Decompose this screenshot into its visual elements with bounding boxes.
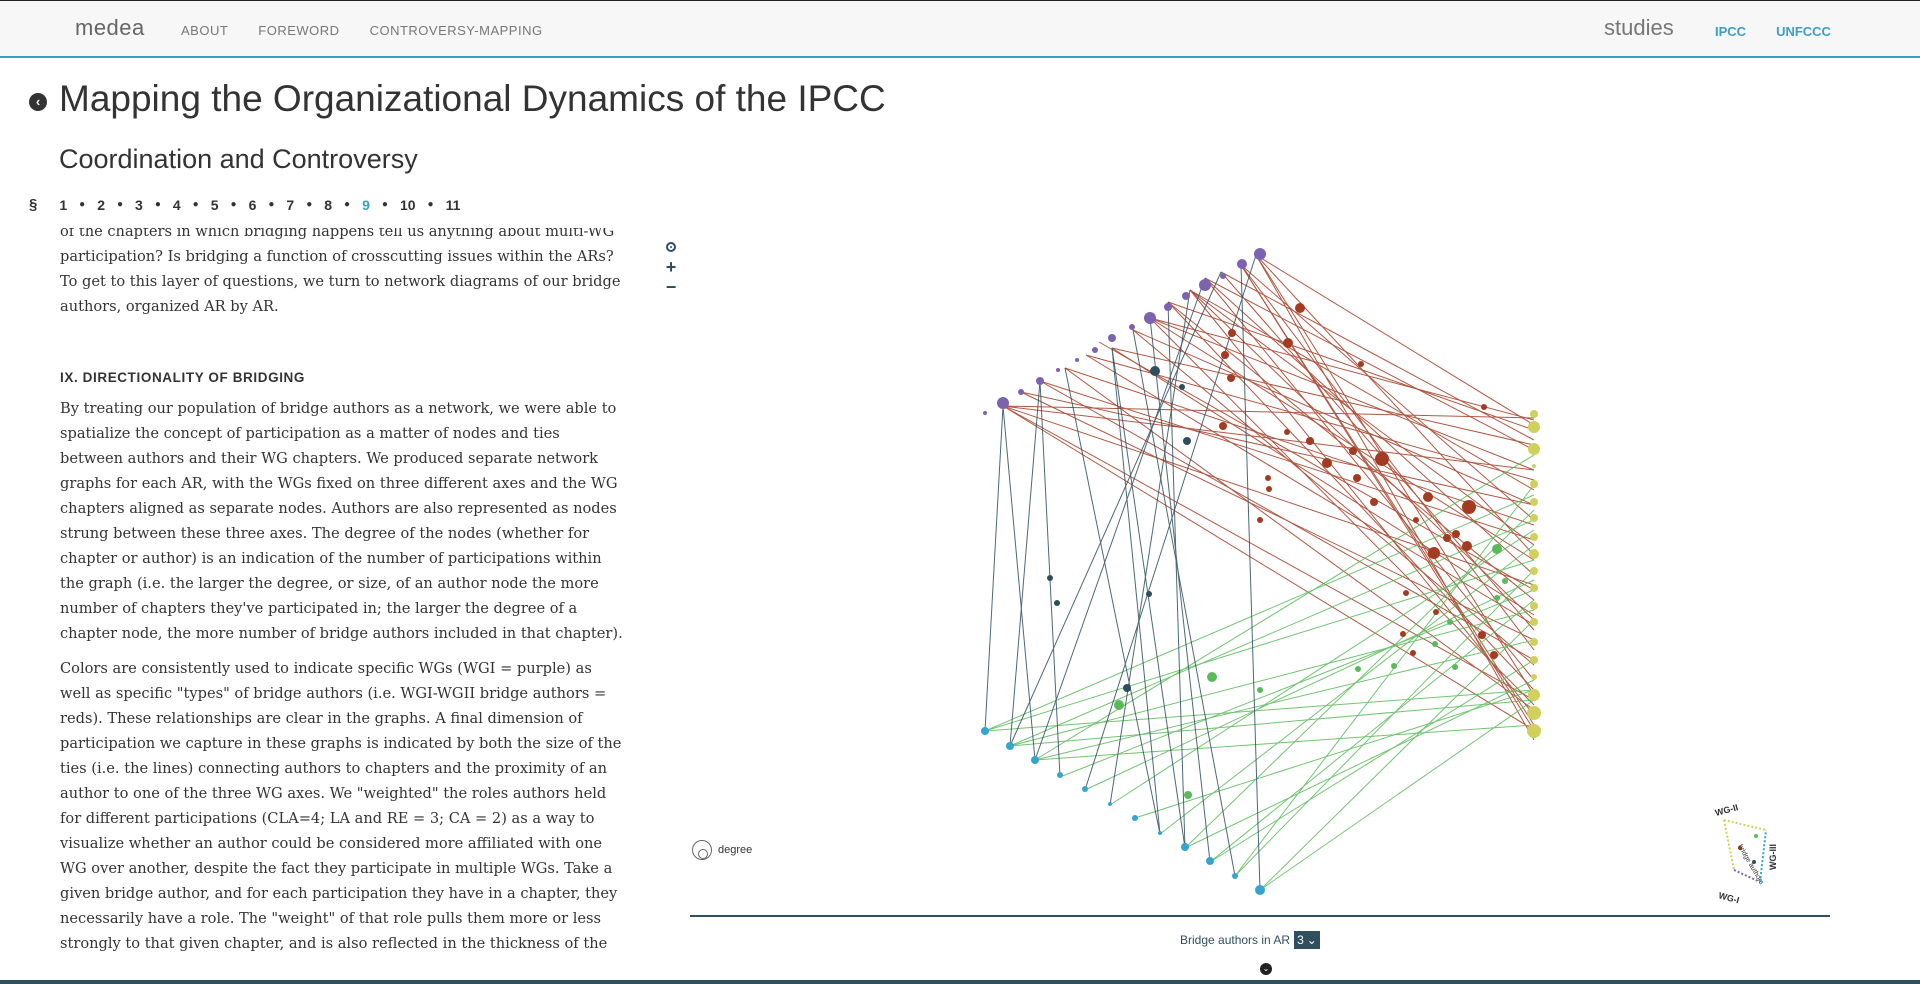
intro-paragraph: participation? Is bridging a function of… [60, 248, 621, 315]
separator-dot: ● [230, 199, 237, 210]
article-text[interactable]: of the chapters in which bridging happen… [60, 228, 625, 956]
zoom-out-button[interactable]: − [665, 277, 677, 297]
separator-dot: ● [306, 199, 313, 210]
clipped-line: of the chapters in which bridging happen… [60, 228, 615, 240]
brand-logo[interactable]: medea [75, 15, 145, 40]
axis-key-wg1: WG-I [1717, 890, 1740, 905]
edges-wg1-wg2 [1002, 254, 1535, 741]
section-link-3[interactable]: 3 [135, 196, 143, 213]
section-link-7[interactable]: 7 [286, 196, 295, 213]
nav-link-foreword[interactable]: FOREWORD [258, 23, 340, 38]
separator-dot: ● [381, 199, 388, 210]
separator-dot: ● [268, 199, 275, 210]
main-nav: ABOUT FOREWORD CONTROVERSY-MAPPING [181, 23, 543, 38]
degree-label: degree [718, 844, 753, 856]
section-link-8[interactable]: 8 [324, 196, 333, 213]
degree-circle-icon [692, 840, 712, 860]
nav-link-controversy-mapping[interactable]: CONTROVERSY-MAPPING [369, 23, 543, 38]
ar-dropdown[interactable]: 3 ⌄ [1294, 931, 1320, 949]
studies-label: studies [1604, 15, 1674, 40]
ar-dropdown-value: 3 [1297, 933, 1304, 947]
axis-key-wg3: WG-III [1768, 844, 1778, 870]
wg2-wg3-author-nodes [1114, 544, 1508, 799]
section-heading: IX. DIRECTIONALITY OF BRIDGING [60, 370, 306, 385]
chevron-down-icon: ⌄ [1306, 933, 1317, 947]
ar-selector-label: Bridge authors in AR [1180, 933, 1291, 947]
wg1-wg2-author-nodes [1219, 303, 1498, 659]
back-arrow-icon[interactable]: ‹ [29, 93, 47, 111]
section-link-2[interactable]: 2 [97, 196, 105, 213]
network-graph[interactable] [690, 230, 1570, 910]
zoom-in-button[interactable]: + [665, 257, 677, 277]
page-title: Mapping the Organizational Dynamics of t… [59, 78, 886, 119]
separator-dot: ● [79, 199, 86, 210]
separator-dot: ● [192, 199, 199, 210]
section-link-5[interactable]: 5 [210, 196, 219, 213]
top-navbar: medea ABOUT FOREWORD CONTROVERSY-MAPPING… [0, 0, 1920, 58]
wg2-chapter-nodes [1527, 410, 1541, 738]
section-nav: § 1 ● 2 ● 3 ● 4 ● 5 ● 6 ● 7 ● 8 ● 9 ● 10 ● 11 [29, 196, 460, 213]
section-link-4[interactable]: 4 [172, 196, 181, 213]
ar-selector: Bridge authors in AR 3 ⌄ [1180, 931, 1320, 949]
study-nav: IPCC UNFCCC [1715, 24, 1831, 39]
section-link-6[interactable]: 6 [248, 196, 257, 213]
axis-key-center: bridge authors [1736, 844, 1765, 887]
page-subtitle: Coordination and Controversy [59, 144, 418, 174]
paragraph-nodes-ties: By treating our population of bridge aut… [60, 400, 623, 642]
section-link-9[interactable]: 9 [362, 196, 370, 213]
graph-divider [690, 915, 1830, 917]
separator-dot: ● [427, 199, 434, 210]
axis-key-diagram: WG-II WG-III WG-I bridge authors [1714, 802, 1778, 905]
separator-dot: ● [116, 199, 124, 210]
wg1-wg3-author-nodes [1047, 366, 1191, 692]
section-symbol: § [29, 196, 38, 213]
edges-wg1-wg3 [984, 254, 1261, 891]
separator-dot: ● [344, 199, 351, 210]
wg3-chapter-nodes [981, 727, 1265, 895]
scroll-down-icon[interactable]: ⌄ [1260, 963, 1272, 975]
section-link-10[interactable]: 10 [399, 196, 416, 213]
axis-key-wg2: WG-II [1714, 802, 1739, 818]
separator-dot: ● [154, 199, 161, 210]
section-link-1[interactable]: 1 [59, 196, 68, 213]
study-link-ipcc[interactable]: IPCC [1715, 24, 1747, 39]
section-link-11[interactable]: 11 [445, 196, 461, 213]
bottom-bar [0, 980, 1920, 984]
zoom-controls: + − [664, 240, 678, 296]
study-link-unfccc[interactable]: UNFCCC [1776, 24, 1831, 39]
paragraph-colors: Colors are consistently used to indicate… [60, 660, 622, 952]
nav-link-about[interactable]: ABOUT [181, 23, 229, 38]
degree-legend: degree [692, 840, 752, 860]
reset-zoom-icon[interactable] [666, 242, 676, 252]
wg1-chapter-nodes [983, 248, 1266, 415]
graph-edges [984, 254, 1535, 891]
